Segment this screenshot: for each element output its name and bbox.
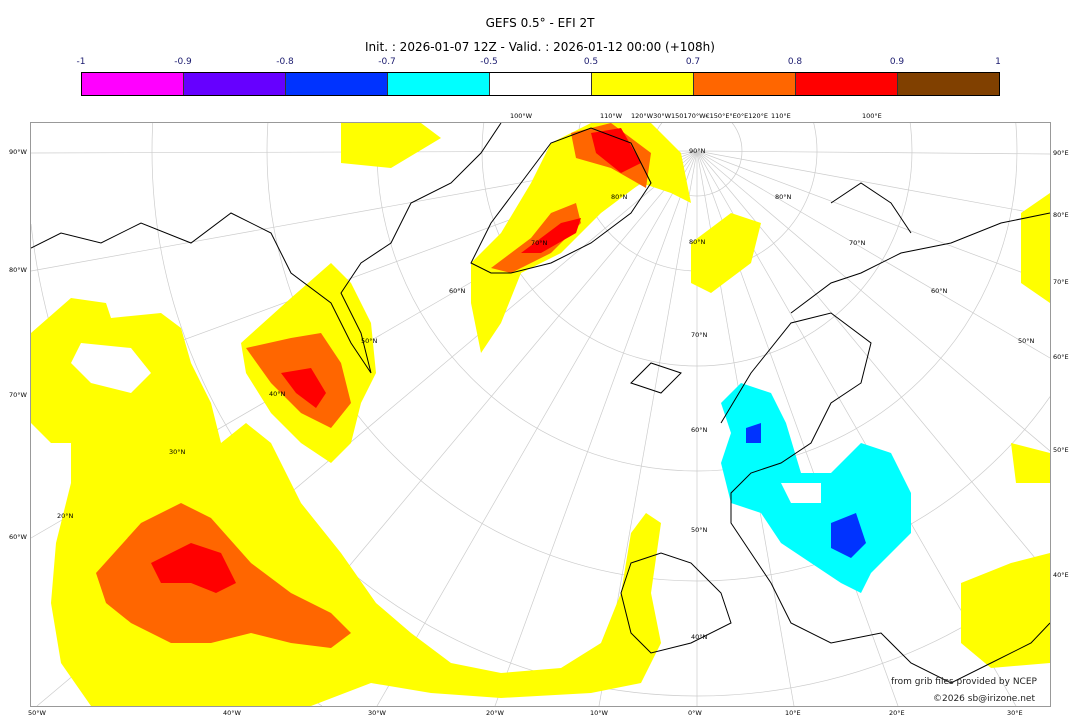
left-axis-label: 60°W (9, 533, 27, 541)
chart-title: GEFS 0.5° - EFI 2T (485, 16, 595, 30)
top-axis-label: 120°W30°W150170°W€150°E°E0°E120°E (631, 112, 769, 120)
top-axis-label: 110°E (771, 112, 791, 120)
field-red-greenland (521, 128, 641, 253)
bottom-axis-label: 30°W (368, 709, 386, 717)
right-axis-label: 40°E (1053, 571, 1069, 579)
colorbar-tick: 1 (995, 57, 1001, 67)
colorbar-tick: 0.7 (685, 57, 701, 67)
colorbar-tick: 0.5 (583, 57, 599, 67)
latitude-label: 70°N (849, 239, 866, 247)
latitude-label: 90°N (689, 147, 706, 155)
bottom-axis-label: 40°W (223, 709, 241, 717)
latitude-label: 30°N (169, 448, 186, 456)
bottom-axis-label: 10°W (590, 709, 608, 717)
latitude-label: 20°N (57, 512, 74, 520)
colorbar-segment (184, 73, 286, 95)
right-axis-label: 90°E (1053, 149, 1069, 157)
latitude-label: 70°N (531, 239, 548, 247)
colorbar-tick: -0.8 (276, 57, 294, 67)
colorbar-tick: 0.9 (889, 57, 905, 67)
latitude-label: 50°N (691, 526, 708, 534)
colorbar-tick: -0.5 (480, 57, 498, 67)
top-axis-label: 110°W (600, 112, 623, 120)
latitude-label: 60°N (931, 287, 948, 295)
latitude-label: 80°N (611, 193, 628, 201)
colorbar-segment (898, 73, 999, 95)
latitude-label: 40°N (691, 633, 708, 641)
colorbar-tick: -1 (76, 57, 86, 67)
right-axis-label: 50°E (1053, 446, 1069, 454)
latitude-label: 80°N (775, 193, 792, 201)
right-axis-label: 80°E (1053, 211, 1069, 219)
left-axis-label: 80°W (9, 266, 27, 274)
right-axis-label: 70°E (1053, 278, 1069, 286)
latitude-label: 60°N (449, 287, 466, 295)
left-axis-label: 70°W (9, 391, 27, 399)
top-axis-label: 100°E (862, 112, 882, 120)
colorbar-segment (490, 73, 592, 95)
bottom-axis-label: 20°W (486, 709, 504, 717)
chart-subtitle: Init. : 2026-01-07 12Z - Valid. : 2026-0… (365, 40, 715, 54)
colorbar-segment (82, 73, 184, 95)
top-axis-label: 100°W (510, 112, 533, 120)
colorbar-tick: 0.8 (787, 57, 803, 67)
bottom-axis-label: 10°E (785, 709, 801, 717)
credit-ncep: from grib files provided by NCEP (891, 677, 1037, 687)
colorbar-segment (388, 73, 490, 95)
right-axis-label: 60°E (1053, 353, 1069, 361)
left-axis-label: 90°W (9, 148, 27, 156)
bottom-axis-label: 0°W (688, 709, 702, 717)
coastlines (31, 123, 1050, 684)
efi-fields (31, 123, 1050, 706)
latitude-label: 70°N (691, 331, 708, 339)
map-svg (31, 123, 1050, 706)
latitude-label: 50°N (1018, 337, 1035, 345)
field-red-atlantic (151, 543, 236, 593)
latitude-label: 80°N (689, 238, 706, 246)
field-white-europe (781, 483, 821, 503)
latitude-label: 40°N (269, 390, 286, 398)
bottom-axis-label: 20°E (889, 709, 905, 717)
field-white-gap (71, 343, 151, 393)
field-red-labrador (281, 368, 326, 408)
colorbar-segment (286, 73, 388, 95)
colorbar (81, 72, 1000, 96)
field-yellow-east (961, 443, 1050, 668)
credit-copyright: ©2026 sb@irizone.net (933, 694, 1035, 704)
field-blue-europe (746, 423, 866, 558)
map-area: 90°N 80°N 80°N 80°N 70°N 70°N 70°N 60°N 60°N 60°N… (30, 122, 1051, 707)
colorbar-segment (592, 73, 694, 95)
colorbar-segment (796, 73, 898, 95)
latitude-label: 50°N (361, 337, 378, 345)
colorbar-tick: -0.7 (378, 57, 396, 67)
colorbar-tick: -0.9 (174, 57, 192, 67)
latitude-label: 60°N (691, 426, 708, 434)
colorbar-segment (694, 73, 796, 95)
field-yellow-misc (341, 123, 1050, 303)
bottom-axis-label: 30°E (1007, 709, 1023, 717)
bottom-axis-label: 50°W (28, 709, 46, 717)
